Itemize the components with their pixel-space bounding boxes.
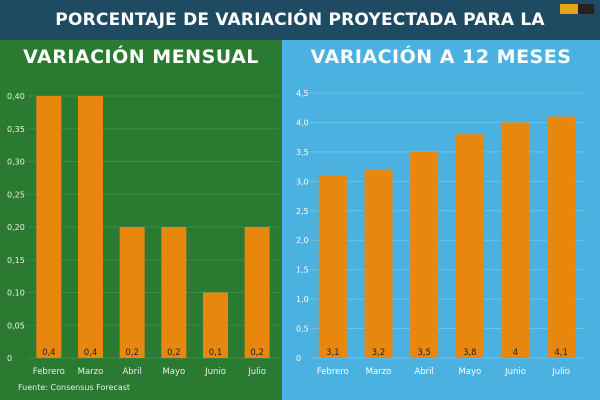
annual-ytick-label: 1,5 (296, 266, 309, 275)
annual-category-label: Marzo (366, 367, 392, 377)
annual-ytick-label: 0,5 (296, 325, 309, 334)
annual-bar (318, 175, 347, 358)
annual-variation-chart: 0 0,5 1,0 1,5 2,0 2,5 3,0 3,5 4,0 4,5 3,1 Febrero 3,… (296, 89, 584, 377)
monthly-category-label: Julio (247, 367, 266, 377)
brand-logo (560, 4, 594, 14)
annual-category-label: Mayo (458, 367, 481, 377)
monthly-category-label: Mayo (162, 367, 185, 377)
monthly-ytick-label: 0,40 (7, 92, 25, 101)
monthly-category-label: Febrero (33, 367, 65, 377)
monthly-bar (203, 292, 228, 358)
annual-bar (547, 116, 576, 358)
monthly-category-label: Junio (204, 367, 226, 377)
monthly-bar (161, 227, 187, 358)
source-note: Fuente: Consensus Forecast (18, 383, 131, 392)
monthly-category-label: Abril (122, 367, 141, 377)
monthly-variation-panel: VARIACIÓN MENSUAL 0 0,05 0,10 0,15 0,20 0,25 0… (0, 40, 282, 400)
monthly-bar (36, 96, 62, 358)
annual-value-label: 4,1 (554, 348, 568, 358)
annual-ytick-label: 1,0 (296, 295, 309, 304)
annual-category-label: Julio (551, 367, 570, 377)
annual-value-label: 3,5 (417, 348, 431, 358)
monthly-category-label: Marzo (78, 367, 104, 377)
annual-variation-panel: VARIACIÓN A 12 MESES 0 0,5 1,0 1,5 2,0 2,5 3,0… (282, 40, 600, 400)
monthly-value-label: 0,4 (84, 348, 98, 358)
annual-bar (455, 134, 484, 358)
annual-category-label: Febrero (317, 367, 349, 377)
monthly-ytick-label: 0,30 (7, 158, 25, 167)
annual-value-label: 3,2 (372, 348, 386, 358)
monthly-bar (119, 227, 145, 358)
annual-value-label: 4 (513, 348, 518, 358)
monthly-variation-chart: 0 0,05 0,10 0,15 0,20 0,25 0,30 0,35 0,40 0,4 Febr… (7, 92, 278, 377)
annual-category-label: Abril (414, 367, 433, 377)
annual-bar (364, 169, 393, 358)
monthly-ytick-label: 0,15 (7, 256, 25, 265)
page-title: PORCENTAJE DE VARIACIÓN PROYECTADA PARA … (0, 0, 600, 70)
monthly-value-label: 0,1 (209, 348, 223, 358)
annual-ytick-label: 3,0 (296, 177, 309, 186)
monthly-ytick-label: 0,35 (7, 125, 25, 134)
annual-category-label: Junio (504, 367, 526, 377)
monthly-ytick-label: 0,10 (7, 289, 25, 298)
annual-ytick-label: 0 (296, 354, 301, 363)
annual-chart-title: VARIACIÓN A 12 MESES (310, 46, 572, 68)
annual-ytick-label: 4,5 (296, 89, 309, 98)
annual-ytick-label: 2,0 (296, 236, 309, 245)
monthly-value-label: 0,2 (167, 348, 181, 358)
annual-ytick-label: 4,0 (296, 118, 309, 127)
monthly-ytick-label: 0 (7, 354, 12, 363)
monthly-chart-title: VARIACIÓN MENSUAL (23, 46, 259, 68)
annual-bar (501, 122, 530, 358)
monthly-value-label: 0,2 (250, 348, 264, 358)
monthly-ytick-label: 0,05 (7, 321, 25, 330)
monthly-bar (78, 96, 103, 358)
monthly-bar (244, 227, 270, 358)
annual-bar (410, 151, 439, 358)
monthly-ytick-label: 0,20 (7, 223, 25, 232)
annual-value-label: 3,1 (326, 348, 340, 358)
monthly-value-label: 0,2 (125, 348, 139, 358)
annual-ytick-label: 2,5 (296, 207, 309, 216)
monthly-value-label: 0,4 (42, 348, 56, 358)
annual-ytick-label: 3,5 (296, 148, 309, 157)
annual-value-label: 3,8 (463, 348, 477, 358)
monthly-ytick-label: 0,25 (7, 190, 25, 199)
